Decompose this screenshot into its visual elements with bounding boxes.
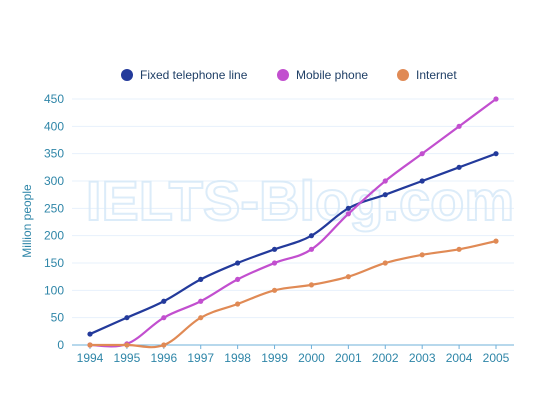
y-tick-label: 0 — [57, 338, 64, 352]
data-point-mobile-phone — [382, 178, 388, 184]
y-tick-label: 300 — [44, 174, 64, 188]
legend-marker-internet — [397, 69, 409, 81]
y-tick-label: 400 — [44, 119, 64, 133]
data-point-internet — [198, 315, 204, 321]
gridlines — [72, 98, 514, 346]
legend-label-internet: Internet — [416, 68, 457, 82]
y-tick-label: 100 — [44, 283, 64, 297]
data-point-fixed-telephone-line — [382, 192, 388, 198]
x-tick-label: 1998 — [224, 351, 251, 365]
series-lines — [87, 96, 499, 349]
data-point-mobile-phone — [308, 246, 315, 252]
legend-label-mobile-phone: Mobile phone — [296, 68, 368, 82]
data-point-fixed-telephone-line — [87, 331, 93, 337]
data-point-mobile-phone — [493, 96, 499, 102]
x-tick-label: 1997 — [187, 351, 214, 365]
data-point-fixed-telephone-line — [308, 233, 315, 239]
data-point-internet — [308, 282, 315, 288]
legend: Fixed telephone line Mobile phone Internet — [121, 68, 457, 82]
y-tick-label: 150 — [44, 256, 64, 270]
x-tick-label: 2002 — [372, 351, 399, 365]
x-tick-label: 1995 — [114, 351, 141, 365]
watermark-text: IELTS-Blog.com — [86, 169, 514, 232]
data-point-fixed-telephone-line — [493, 151, 499, 157]
data-point-mobile-phone — [161, 315, 167, 321]
x-tick-label: 2003 — [409, 351, 436, 365]
axes: 0 50 100 150 200 250 300 350 400 450 1994 1995 1996 1… — [44, 92, 514, 365]
x-tick-label: 2005 — [483, 351, 510, 365]
data-point-internet — [456, 246, 462, 252]
y-tick-label: 200 — [44, 229, 64, 243]
x-tick-label: 2001 — [335, 351, 362, 365]
data-point-internet — [493, 238, 499, 244]
data-point-fixed-telephone-line — [456, 164, 462, 170]
data-point-mobile-phone — [198, 298, 204, 304]
data-point-fixed-telephone-line — [345, 205, 351, 211]
series-line-internet — [88, 240, 498, 349]
data-point-mobile-phone — [345, 211, 351, 217]
data-point-fixed-telephone-line — [198, 276, 204, 282]
data-point-fixed-telephone-line — [124, 315, 130, 321]
data-point-internet — [345, 274, 351, 280]
x-tick-label: 2004 — [446, 351, 473, 365]
data-point-internet — [271, 287, 278, 293]
x-tick-label: 2000 — [298, 351, 325, 365]
data-point-fixed-telephone-line — [235, 260, 241, 266]
data-point-mobile-phone — [235, 276, 241, 282]
series-line-fixed-telephone-line — [88, 152, 498, 336]
data-point-fixed-telephone-line — [419, 178, 425, 184]
y-tick-label: 50 — [51, 311, 65, 325]
data-point-internet — [161, 342, 167, 348]
y-axis-label: Million people — [20, 184, 34, 258]
data-point-mobile-phone — [456, 123, 462, 129]
data-point-internet — [124, 342, 130, 348]
x-tick-label: 1999 — [261, 351, 288, 365]
data-point-fixed-telephone-line — [271, 246, 278, 252]
series-line-mobile-phone — [88, 97, 498, 348]
data-point-mobile-phone — [419, 151, 425, 157]
y-tick-label: 450 — [44, 92, 64, 106]
legend-marker-mobile-phone — [277, 69, 289, 81]
data-point-fixed-telephone-line — [161, 298, 167, 304]
y-tick-label: 350 — [44, 147, 64, 161]
x-tick-label: 1996 — [150, 351, 177, 365]
data-point-internet — [235, 301, 241, 307]
legend-label-fixed-telephone-line: Fixed telephone line — [140, 68, 248, 82]
data-point-internet — [87, 342, 93, 348]
x-tick-label: 1994 — [77, 351, 104, 365]
y-tick-label: 250 — [44, 201, 64, 215]
data-point-internet — [419, 252, 425, 258]
legend-marker-fixed-telephone-line — [121, 69, 133, 81]
data-point-mobile-phone — [271, 260, 278, 266]
data-point-internet — [382, 260, 388, 266]
